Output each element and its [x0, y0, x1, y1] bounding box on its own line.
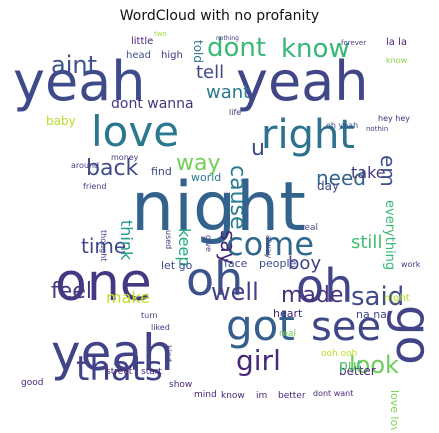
word-think: think — [117, 220, 136, 261]
word-turn: turn — [141, 311, 157, 320]
word-go: go — [385, 305, 428, 365]
word-come: come — [226, 225, 314, 263]
word-one: one — [55, 253, 152, 313]
word-love: love — [91, 107, 179, 156]
word-yeah: yeah — [13, 50, 146, 113]
word-little: little — [131, 36, 153, 47]
word-back: back — [86, 156, 139, 181]
word-find: find — [151, 165, 172, 178]
word-know: know — [281, 34, 350, 64]
word-two: two — [154, 30, 167, 38]
word-na-na: na na — [356, 308, 387, 321]
word-oh: oh — [296, 259, 353, 313]
word-made: made — [281, 283, 343, 308]
word-thats: thats — [76, 349, 163, 389]
word-yeah: yeah — [236, 50, 369, 113]
word-face: face — [224, 257, 248, 270]
word-time: time — [81, 234, 126, 258]
word-tell: tell — [196, 62, 224, 83]
word-give: give — [204, 235, 213, 252]
word-good: good — [21, 378, 43, 388]
word-real: real — [279, 329, 296, 339]
word-say: say — [216, 230, 240, 265]
word-aint: aint — [51, 51, 97, 79]
word-got: got — [226, 301, 295, 350]
word-well: well — [211, 278, 259, 306]
word-work: work — [401, 260, 421, 269]
word-night: night — [131, 168, 306, 247]
word-said: said — [351, 282, 404, 312]
word-head: head — [126, 50, 151, 61]
word-look: look — [349, 351, 399, 379]
word-way: way — [176, 151, 221, 176]
word-better: better — [278, 391, 306, 401]
word-im: im — [256, 391, 267, 401]
word-take: take — [351, 163, 386, 182]
word-used: used — [164, 230, 173, 249]
word-people: people — [259, 257, 297, 270]
word-want: want — [206, 82, 250, 103]
word-dont-wanna: dont wanna — [111, 96, 194, 112]
word-day: day — [317, 179, 339, 193]
word-high: high — [161, 50, 183, 61]
word-u: u — [251, 136, 265, 161]
word-nothin: nothin — [366, 125, 388, 133]
word-see: see — [311, 304, 381, 350]
word-told: told — [191, 40, 205, 63]
word-still: still — [351, 232, 382, 253]
word-friend: friend — [83, 182, 106, 191]
word-make: make — [106, 288, 150, 307]
word-dont-want: dont want — [313, 389, 353, 398]
word-kind: kind — [164, 345, 173, 362]
word-street: street — [106, 367, 133, 377]
word-ooh-ooh: ooh ooh — [321, 349, 357, 359]
word-keep: keep — [175, 228, 194, 267]
word-money: money — [111, 153, 139, 162]
word-right: right — [261, 112, 355, 158]
word-oh-yeah: oh yeah — [326, 121, 358, 130]
word-let-go: let go — [161, 259, 193, 272]
word-start: start — [141, 367, 162, 377]
word-forever: forever — [341, 39, 366, 47]
chart-title: WordCloud with no profanity — [119, 8, 320, 24]
word-hey-hey: hey hey — [378, 114, 410, 123]
word-know: know — [386, 56, 408, 65]
word-heart: heart — [273, 307, 303, 320]
word-dont: dont — [207, 33, 266, 63]
word-better: better — [339, 364, 376, 378]
word-boy: boy — [288, 253, 321, 274]
word-alway: alway — [264, 235, 273, 259]
word-need: need — [316, 166, 366, 190]
word-nothing: nothing — [216, 35, 239, 42]
word-la-la: la la — [386, 37, 407, 48]
word-baby: baby — [46, 114, 76, 128]
word-love-love: love love — [388, 390, 401, 430]
word-cause: cause — [225, 165, 250, 230]
word-mind: mind — [194, 390, 217, 400]
word-liked: liked — [151, 323, 170, 332]
word-around: around — [71, 161, 99, 170]
word-everything: everything — [382, 200, 397, 270]
word-em: em — [376, 155, 400, 187]
word-know: know — [221, 391, 245, 401]
word-yeah: yeah — [51, 324, 174, 382]
word-night: night — [384, 293, 410, 304]
word-real: real — [301, 223, 318, 233]
word-feel: feel — [51, 279, 92, 304]
word-life: life — [229, 108, 241, 117]
word-world: world — [191, 171, 221, 184]
word-oh: oh — [186, 252, 243, 306]
word-girl: girl — [236, 344, 281, 377]
word-show: show — [169, 380, 192, 390]
word-thought: thought — [99, 230, 108, 261]
word-put: put — [339, 358, 363, 374]
